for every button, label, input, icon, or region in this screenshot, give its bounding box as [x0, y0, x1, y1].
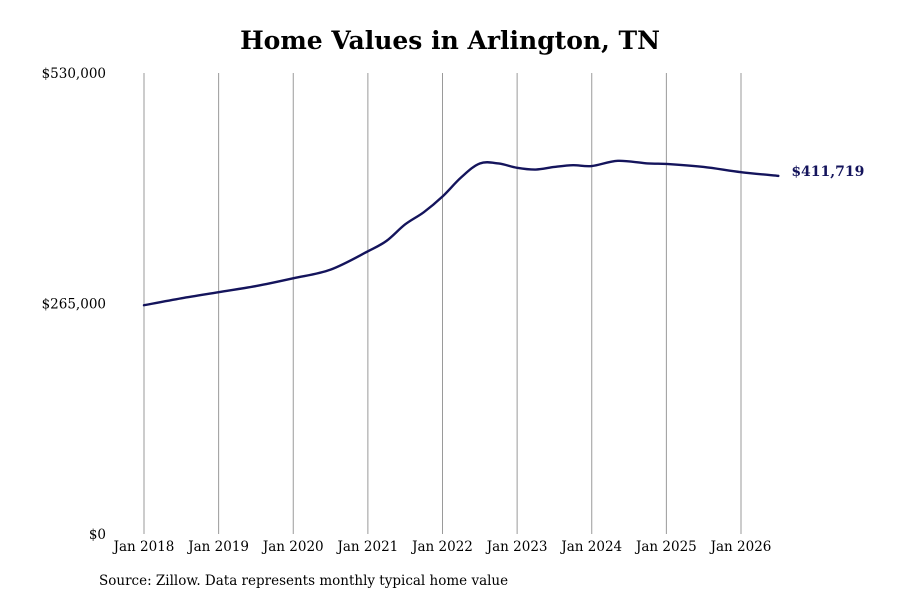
x-tick-label: Jan 2021 — [335, 539, 398, 555]
series-line — [142, 159, 780, 307]
x-tick-label: Jan 2019 — [186, 539, 249, 555]
x-tick-label: Jan 2025 — [634, 539, 697, 555]
chart-source-note: Source: Zillow. Data represents monthly … — [99, 573, 509, 589]
x-tick-label: Jan 2018 — [112, 539, 175, 555]
x-tick-label: Jan 2024 — [559, 539, 622, 555]
y-tick-label: $530,000 — [42, 66, 106, 82]
end-value-label: $411,719 — [791, 164, 864, 180]
x-tick-label: Jan 2026 — [709, 539, 772, 555]
x-tick-label: Jan 2020 — [261, 539, 324, 555]
y-tick-label: $265,000 — [42, 297, 106, 313]
x-tick-label: Jan 2022 — [410, 539, 473, 555]
x-tick-label: Jan 2023 — [485, 539, 548, 555]
chart-title: Home Values in Arlington, TN — [240, 26, 660, 55]
y-tick-label: $0 — [89, 527, 106, 543]
